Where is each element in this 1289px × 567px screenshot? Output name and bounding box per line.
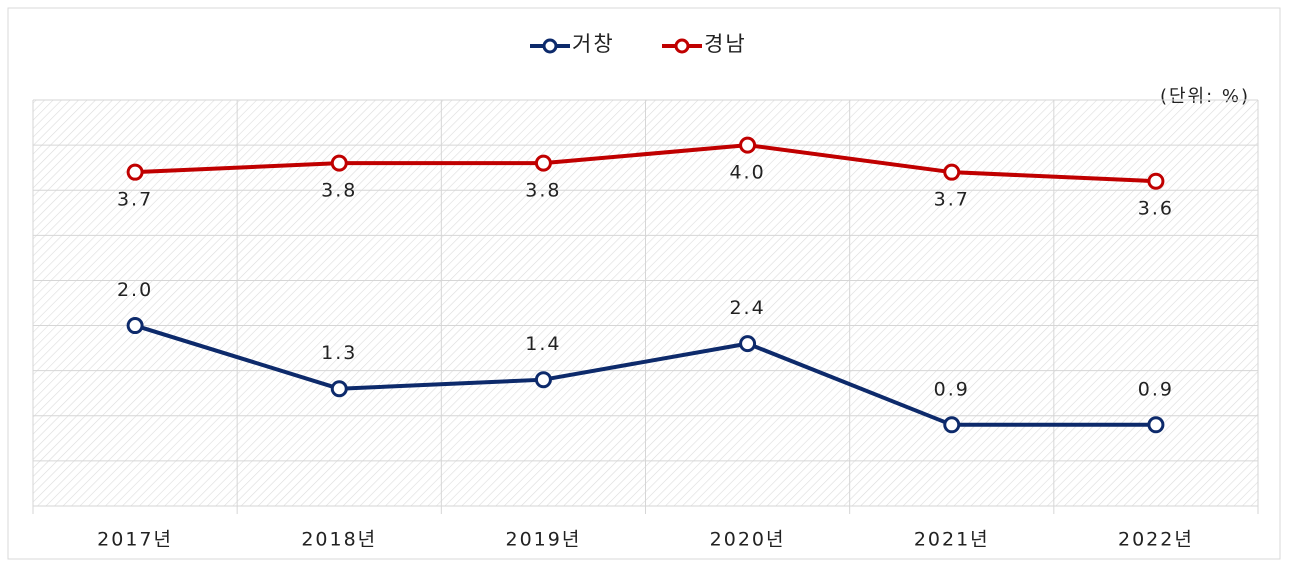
data-label: 3.7 [117,189,153,211]
point [534,371,552,389]
x-tick-label: 2018년 [301,529,377,551]
legend-label: 경남 [704,32,747,56]
x-tick-label: 2021년 [914,529,990,551]
series-line [134,323,1156,427]
point [126,317,144,335]
data-label: 3.8 [321,180,357,202]
series-line [134,143,1157,184]
x-tick-label: 2017년 [97,529,173,551]
x-tick-label: 2020년 [710,529,786,551]
x-tick-label: 2022년 [1118,529,1194,551]
data-label: 3.8 [525,180,561,202]
point [534,154,552,172]
point [126,163,144,181]
point [330,154,348,172]
point [739,335,757,353]
point [739,136,757,154]
point [1147,416,1165,434]
data-label: 1.4 [525,333,561,355]
data-label: 2.0 [117,279,153,301]
x-tick-label: 2019년 [505,529,581,551]
point [1147,172,1165,190]
data-label: 1.3 [321,342,357,364]
data-label: 2.4 [729,297,765,319]
point [943,416,961,434]
data-label: 3.7 [934,189,970,211]
legend-marker [674,38,690,54]
data-label: 4.0 [729,162,765,184]
unit-note: (단위: %) [1160,86,1250,107]
legend-marker [542,38,558,54]
legend-label: 거창 [572,32,615,56]
data-label: 0.9 [934,378,970,400]
point [330,380,348,398]
point [943,163,961,181]
data-label: 3.6 [1138,198,1174,220]
data-label: 0.9 [1138,378,1174,400]
